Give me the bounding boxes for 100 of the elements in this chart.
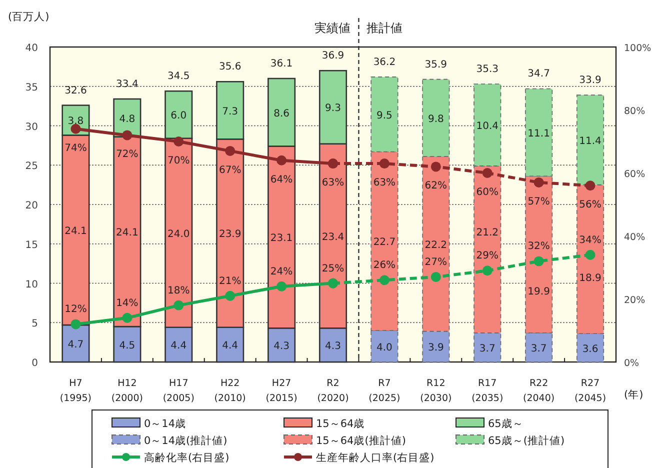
data-label: 62%: [424, 180, 448, 192]
data-label: 4.4: [222, 340, 238, 352]
y-tick-label: 15: [25, 240, 38, 251]
data-label: 24.1: [116, 228, 138, 239]
data-label: 24%: [270, 266, 293, 278]
x-tick-label: R22 (2040): [523, 378, 555, 404]
y-axis-title: (百万人): [8, 11, 50, 23]
y2-tick-label: 60%: [624, 169, 646, 180]
total-label: 34.5: [168, 71, 190, 82]
data-label: 24.1: [64, 226, 87, 238]
total-label: 35.3: [476, 64, 498, 76]
data-label: 3.7: [479, 343, 496, 354]
data-label: 10.4: [476, 120, 498, 132]
data-label: 63%: [373, 178, 396, 189]
data-label: 57%: [528, 196, 550, 208]
data-label: 23.4: [322, 232, 344, 243]
data-label: 23.9: [218, 229, 242, 240]
data-label: 21.2: [476, 227, 498, 238]
total-label: 36.1: [270, 58, 293, 70]
data-label: 3.9: [428, 342, 444, 354]
y-tick-label: 10: [25, 279, 38, 290]
data-label: 22.2: [424, 240, 448, 251]
x-tick-label: H7 (1995): [60, 378, 92, 404]
data-label: 21%: [218, 276, 242, 287]
total-label: 36.9: [322, 50, 344, 62]
y2-tick-label: 40%: [624, 232, 646, 243]
legend-label: 生産年齢人口率(右目盛): [316, 451, 434, 464]
x-tick-label: R17 (2035): [472, 378, 504, 404]
data-label: 25%: [322, 263, 344, 274]
legend-label: 15～64歳: [316, 417, 365, 430]
legend-label: 15～64歳(推計値): [316, 434, 406, 447]
x-axis-title: (年): [624, 389, 644, 401]
data-label: 9.8: [428, 114, 444, 125]
legend-label: 高齢化率(右目盛): [144, 451, 230, 464]
data-label: 27%: [424, 256, 448, 268]
data-label: 3.7: [530, 343, 547, 354]
data-label: 24.0: [168, 228, 190, 240]
x-tick-label: R27 (2045): [574, 378, 606, 404]
total-label: 36.2: [373, 56, 396, 68]
total-label: 33.9: [579, 75, 602, 86]
y-tick-label: 40: [25, 43, 38, 54]
data-label: 14%: [116, 298, 138, 309]
data-label: 4.7: [68, 339, 84, 350]
data-label: 4.3: [274, 341, 290, 352]
y-tick-label: 0: [32, 358, 38, 369]
total-label: 33.4: [116, 78, 138, 90]
data-label: 6.0: [170, 110, 187, 122]
data-label: 4.5: [119, 340, 136, 352]
total-label: 35.9: [424, 59, 448, 70]
data-label: 19.9: [528, 286, 550, 298]
x-tick-label: H12 (2000): [111, 378, 143, 404]
legend-label: 65歳～(推計値): [488, 434, 565, 447]
data-label: 3.8: [68, 116, 84, 128]
data-label: 4.8: [119, 114, 136, 125]
y2-tick-label: 100%: [624, 43, 652, 54]
y2-tick-label: 80%: [624, 106, 646, 117]
data-label: 4.0: [376, 342, 392, 354]
data-label: 72%: [116, 149, 138, 160]
data-label: 22.7: [373, 237, 396, 248]
x-tick-label: R2 (2020): [317, 378, 349, 404]
x-tick-label: R12 (2030): [420, 378, 452, 404]
x-tick-label: H17 (2005): [162, 378, 194, 404]
data-label: 3.6: [582, 344, 598, 355]
legend-label: 65歳～: [488, 417, 524, 430]
data-label: 67%: [218, 164, 242, 176]
data-label: 12%: [64, 304, 87, 316]
total-label: 34.7: [528, 68, 550, 80]
data-label: 9.3: [325, 103, 341, 114]
data-label: 29%: [476, 250, 498, 262]
y2-tick-label: 20%: [624, 295, 646, 306]
data-label: 60%: [476, 187, 498, 198]
y-tick-label: 5: [32, 318, 38, 330]
data-label: 34%: [579, 234, 602, 246]
data-label: 32%: [528, 241, 550, 252]
data-label: 18.9: [579, 273, 602, 284]
data-label: 64%: [270, 174, 293, 186]
x-tick-label: R7 (2025): [368, 378, 400, 404]
x-tick-label: H22 (2010): [214, 378, 246, 404]
data-label: 4.3: [325, 341, 341, 352]
data-label: 70%: [168, 156, 190, 166]
data-label: 18%: [168, 285, 190, 296]
y-tick-label: 25: [25, 161, 38, 172]
text: 実績値: [314, 21, 351, 35]
data-label: 56%: [579, 200, 602, 211]
legend-label: 0～14歳: [144, 417, 186, 430]
total-label: 32.6: [64, 85, 87, 96]
data-label: 63%: [322, 178, 344, 189]
data-label: 4.4: [170, 340, 187, 352]
y-tick-label: 20: [25, 200, 38, 212]
y-tick-label: 35: [25, 82, 38, 94]
total-label: 35.6: [218, 62, 242, 73]
data-label: 26%: [373, 260, 396, 272]
data-label: 74%: [64, 142, 87, 154]
data-label: 23.1: [270, 233, 293, 244]
data-label: 9.5: [376, 110, 392, 122]
data-label: 11.1: [528, 128, 550, 140]
x-tick-label: H27 (2015): [266, 378, 298, 404]
data-label: 11.4: [579, 136, 602, 147]
data-label: 7.3: [222, 106, 238, 118]
data-label: 8.6: [274, 108, 290, 120]
